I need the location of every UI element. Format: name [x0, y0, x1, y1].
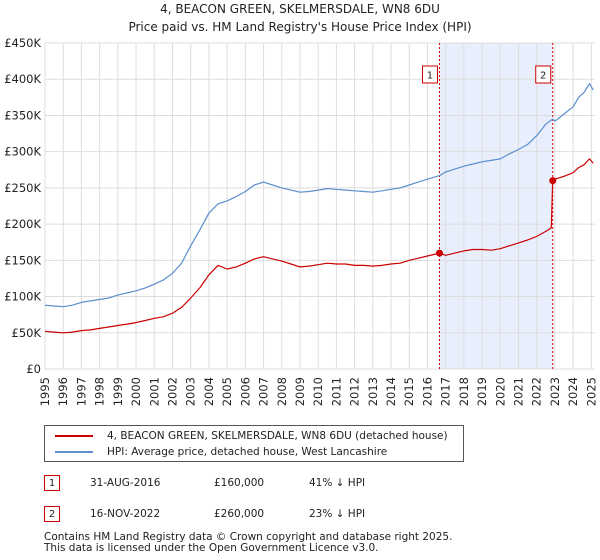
y-tick-label: £200K	[4, 217, 41, 231]
y-tick-label: £150K	[4, 253, 41, 267]
footer-line: This data is licensed under the Open Gov…	[44, 542, 379, 554]
x-tick-label: 2012	[348, 377, 362, 406]
x-tick-label: 2010	[311, 377, 325, 406]
x-tick-label: 2007	[257, 377, 271, 406]
x-tick-label: 1995	[38, 377, 52, 406]
sale-marker-badge: 1	[44, 475, 60, 491]
x-tick-label: 2018	[457, 377, 471, 406]
footer-line: Contains HM Land Registry data © Crown c…	[44, 531, 453, 543]
shaded-region	[439, 43, 553, 369]
legend-item-hpi: HPI: Average price, detached house, West…	[55, 444, 387, 460]
x-tick-label: 2002	[165, 377, 179, 406]
x-tick-label: 2016	[420, 377, 434, 406]
sale-point	[549, 177, 557, 185]
footer-attribution: Contains HM Land Registry data © Crown c…	[44, 532, 452, 554]
x-tick-label: 2006	[238, 377, 252, 406]
x-tick-label: 1998	[93, 377, 107, 406]
price-chart: 4, BEACON GREEN, SKELMERSDALE, WN8 6DU P…	[4, 2, 598, 406]
property-price-line	[44, 158, 594, 334]
sale-row: 1 31-AUG-2016 £160,000 41% ↓ HPI	[44, 474, 365, 492]
chart-title: 4, BEACON GREEN, SKELMERSDALE, WN8 6DU	[160, 2, 440, 16]
x-tick-label: 2025	[584, 377, 598, 406]
y-tick-label: £100K	[4, 290, 41, 304]
sale-marker-badge	[421, 65, 438, 84]
y-tick-label: £0	[26, 362, 41, 376]
x-tick-label: 1996	[56, 377, 70, 406]
x-tick-label: 2013	[366, 377, 380, 406]
sale-date: 16-NOV-2022	[90, 508, 161, 520]
x-tick-label: 1997	[74, 377, 88, 406]
sale-hpi-diff: 23% ↓ HPI	[309, 508, 366, 520]
x-tick-label: 2017	[439, 377, 453, 406]
x-tick-label: 1999	[111, 377, 125, 406]
sale-marker-badge: 2	[44, 506, 60, 522]
x-tick-label: 2000	[129, 377, 143, 406]
sale-price: £160,000	[214, 477, 265, 489]
chart-subtitle: Price paid vs. HM Land Registry's House …	[128, 20, 471, 34]
x-tick-label: 2004	[202, 377, 216, 406]
sale-price: £260,000	[214, 508, 265, 520]
x-tick-label: 2019	[475, 377, 489, 406]
y-tick-label: £50K	[12, 326, 42, 340]
x-tick-label: 2001	[147, 377, 161, 406]
legend-label-property: 4, BEACON GREEN, SKELMERSDALE, WN8 6DU (…	[107, 430, 448, 442]
sale-date: 31-AUG-2016	[90, 477, 161, 489]
x-tick-label: 2011	[329, 377, 343, 406]
sale-hpi-diff: 41% ↓ HPI	[309, 477, 366, 489]
x-tick-label: 2008	[275, 377, 289, 406]
legend-item-property: 4, BEACON GREEN, SKELMERSDALE, WN8 6DU (…	[55, 428, 448, 444]
sale-marker-badge	[535, 65, 552, 84]
legend: 4, BEACON GREEN, SKELMERSDALE, WN8 6DU (…	[44, 425, 464, 462]
sale-row: 2 16-NOV-2022 £260,000 23% ↓ HPI	[44, 505, 365, 523]
x-tick-label: 2022	[530, 377, 544, 406]
property-line-swatch	[55, 435, 93, 437]
y-tick-label: £400K	[4, 72, 41, 86]
y-tick-label: £300K	[4, 145, 41, 159]
sale-marker-label: 2	[540, 71, 546, 82]
x-tick-label: 2014	[384, 377, 398, 406]
x-tick-label: 2021	[512, 377, 526, 406]
x-tick-label: 2020	[493, 377, 507, 406]
y-tick-label: £450K	[4, 36, 41, 50]
x-tick-label: 2024	[566, 377, 580, 406]
x-tick-label: 2005	[220, 377, 234, 406]
hpi-line-swatch	[55, 451, 93, 453]
sale-point	[435, 249, 443, 257]
legend-label-hpi: HPI: Average price, detached house, West…	[107, 446, 388, 458]
hpi-line	[44, 83, 594, 308]
x-tick-label: 2023	[548, 377, 562, 406]
x-tick-label: 2015	[402, 377, 416, 406]
sale-marker-label: 1	[427, 71, 433, 82]
y-tick-label: £350K	[4, 108, 41, 122]
x-tick-label: 2009	[293, 377, 307, 406]
y-tick-label: £250K	[4, 181, 41, 195]
x-tick-label: 2003	[184, 377, 198, 406]
